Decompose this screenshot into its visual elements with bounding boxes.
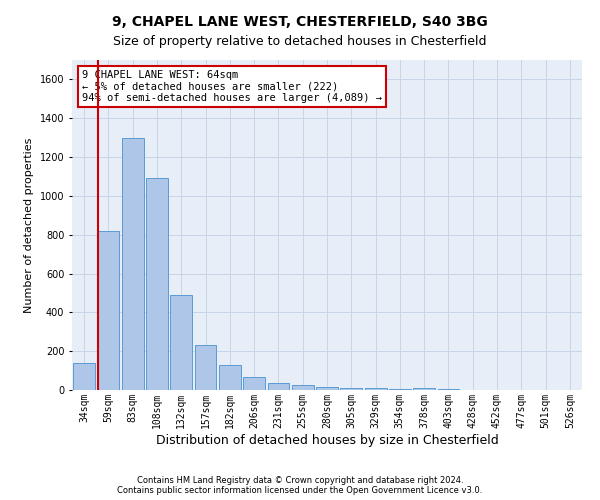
Text: Size of property relative to detached houses in Chesterfield: Size of property relative to detached ho…: [113, 35, 487, 48]
Bar: [268, 382, 289, 390]
Text: Contains HM Land Registry data © Crown copyright and database right 2024.
Contai: Contains HM Land Registry data © Crown c…: [118, 476, 482, 495]
Bar: [97, 231, 119, 390]
Bar: [413, 388, 435, 390]
Text: 9 CHAPEL LANE WEST: 64sqm
← 5% of detached houses are smaller (222)
94% of semi-: 9 CHAPEL LANE WEST: 64sqm ← 5% of detach…: [82, 70, 382, 103]
Bar: [365, 388, 386, 390]
Bar: [170, 295, 192, 390]
Bar: [389, 389, 411, 390]
Text: 9, CHAPEL LANE WEST, CHESTERFIELD, S40 3BG: 9, CHAPEL LANE WEST, CHESTERFIELD, S40 3…: [112, 15, 488, 29]
Bar: [146, 178, 168, 390]
X-axis label: Distribution of detached houses by size in Chesterfield: Distribution of detached houses by size …: [155, 434, 499, 446]
Bar: [292, 385, 314, 390]
Bar: [194, 346, 217, 390]
Bar: [340, 388, 362, 390]
Bar: [243, 378, 265, 390]
Bar: [122, 138, 143, 390]
Y-axis label: Number of detached properties: Number of detached properties: [24, 138, 34, 312]
Bar: [73, 363, 95, 390]
Bar: [316, 387, 338, 390]
Bar: [219, 365, 241, 390]
